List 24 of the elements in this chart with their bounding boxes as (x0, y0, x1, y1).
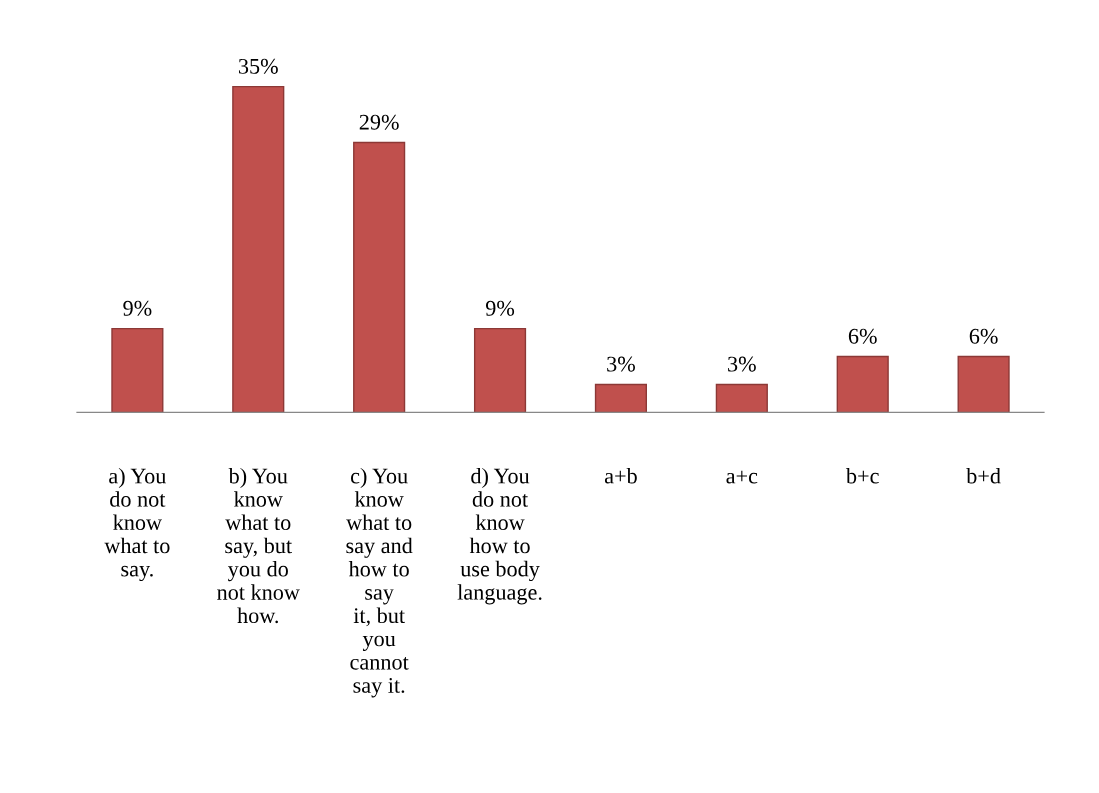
x-tick-label: a) You do not know what to say. (104, 467, 170, 582)
bar (715, 383, 768, 413)
bar (111, 327, 164, 413)
data-label: 6% (848, 328, 877, 344)
bar (836, 355, 889, 413)
data-label: 9% (485, 300, 515, 316)
category-label: c) You know what to say and how to say it, but you cannot say it. (346, 467, 413, 698)
bar (473, 327, 527, 413)
data-label: 3% (728, 356, 756, 372)
data-label: 35% (238, 58, 278, 74)
bar (353, 141, 406, 413)
bar (594, 383, 648, 413)
x-tick-label: b+c (845, 467, 879, 484)
x-tick-label: a+b (604, 467, 637, 484)
data-label: 9% (123, 300, 152, 316)
x-tick-label: b+d (966, 467, 1001, 484)
bar (232, 85, 285, 413)
data-label: 3% (607, 356, 635, 372)
data-label: 6% (969, 328, 998, 344)
x-tick-label: a+c (726, 470, 758, 484)
x-tick-label: d) You do not know how to use body language. (457, 467, 542, 605)
x-tick-label: b) You know what to say, but you do not know how. (217, 467, 300, 624)
bar (957, 355, 1010, 413)
data-label: 29% (359, 114, 399, 130)
